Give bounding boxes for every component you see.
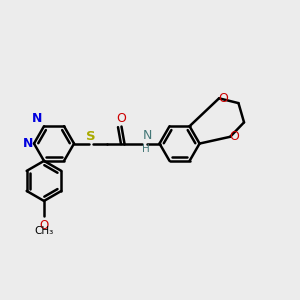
Text: O: O bbox=[218, 92, 228, 105]
Text: N: N bbox=[32, 112, 43, 125]
Text: O: O bbox=[39, 218, 49, 232]
Text: O: O bbox=[116, 112, 126, 125]
Text: H: H bbox=[142, 144, 150, 154]
Text: CH₃: CH₃ bbox=[34, 226, 54, 236]
Text: N: N bbox=[22, 137, 33, 150]
Text: O: O bbox=[229, 130, 239, 143]
Text: N: N bbox=[142, 129, 152, 142]
Text: S: S bbox=[85, 130, 95, 143]
